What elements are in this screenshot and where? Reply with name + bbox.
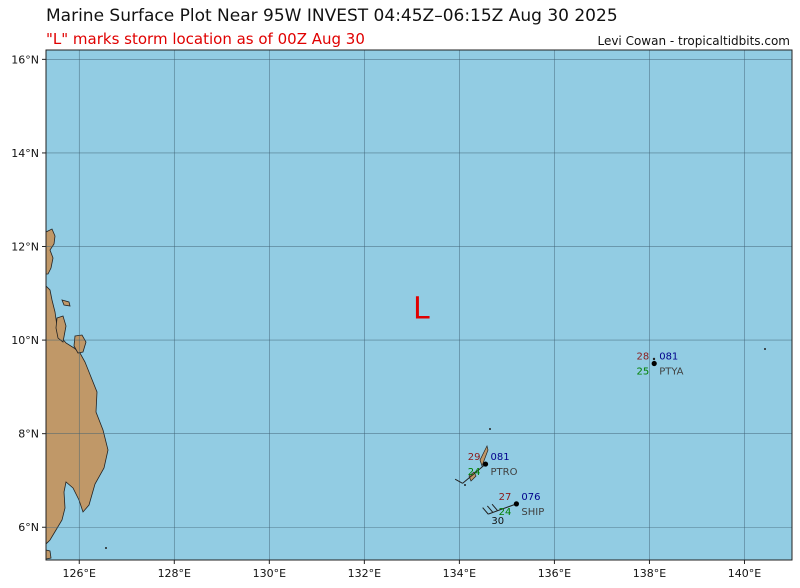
station-temperature: 28: [636, 351, 649, 362]
palau-island: [479, 444, 489, 468]
wind-barb: [482, 507, 489, 515]
storm-location-marker: L: [413, 291, 430, 326]
wind-barb-staff: [488, 503, 517, 515]
island: [46, 549, 52, 560]
wind-barb: [486, 505, 494, 513]
island: [55, 315, 67, 343]
lon-tick-label: 130°E: [253, 567, 286, 580]
station-pressure: 081: [491, 452, 510, 463]
mindanao-landmass: [46, 228, 56, 275]
station-pressure: 081: [659, 351, 678, 362]
atoll: [489, 428, 491, 430]
ocean-area: [46, 50, 792, 560]
wind-barb-staff: [462, 463, 486, 484]
lat-tick-label: 12°N: [11, 241, 39, 254]
lat-tick-label: 10°N: [11, 334, 39, 347]
wind-barb: [454, 478, 463, 484]
credit-text: Levi Cowan - tropicaltidbits.com: [597, 34, 790, 48]
station-ptro: 29 24 081 PTRO: [454, 452, 518, 484]
map-title: Marine Surface Plot Near 95W INVEST 04:4…: [46, 6, 618, 26]
map-frame: [45, 49, 793, 561]
station-ship: 27 24 076 SHIP 30: [482, 492, 544, 527]
palau-island: [468, 471, 477, 482]
lon-tick-label: 140°E: [728, 567, 761, 580]
station-ptya: 28 25 081 PTYA: [636, 351, 683, 377]
station-temperature: 29: [468, 452, 481, 463]
lat-tick-label: 8°N: [18, 428, 39, 441]
station-id: SHIP: [521, 507, 544, 518]
station-pressure: 076: [521, 492, 540, 503]
wind-barb: [491, 503, 498, 512]
station-wind-speed: 30: [491, 516, 504, 527]
station-layer: 28 25 081 PTYA 29 24 081 PTRO 27 24 076 SHIP 30: [454, 351, 684, 527]
map-subtitle: "L" marks storm location as of 00Z Aug 3…: [46, 30, 365, 48]
station-id: PTYA: [659, 366, 683, 377]
station-dot: [513, 501, 520, 507]
lat-tick-label: 6°N: [18, 521, 39, 534]
atoll: [764, 348, 766, 350]
station-dot: [482, 461, 489, 467]
lon-tick-label: 134°E: [443, 567, 476, 580]
station-dot: [651, 360, 657, 367]
lon-tick-label: 132°E: [348, 567, 381, 580]
station-id: PTRO: [491, 467, 518, 478]
grid-lines: [46, 50, 792, 560]
station-dewpoint: 24: [468, 467, 481, 478]
lat-tick-label: 16°N: [11, 53, 39, 66]
lon-tick-label: 136°E: [538, 567, 571, 580]
station-dewpoint: 25: [636, 366, 649, 377]
atoll: [464, 484, 466, 486]
island: [73, 334, 87, 354]
lon-tick-label: 128°E: [158, 567, 191, 580]
atoll: [105, 547, 107, 549]
island: [61, 299, 71, 307]
axis-ticks: 126°E 128°E 130°E 132°E 134°E 136°E 138°E 140°E…: [11, 53, 761, 580]
station-dewpoint: 24: [499, 507, 512, 518]
lon-tick-label: 126°E: [63, 567, 96, 580]
atoll: [652, 357, 656, 361]
station-temperature: 27: [499, 492, 512, 503]
land-layer: [46, 228, 766, 560]
lon-tick-label: 138°E: [633, 567, 666, 580]
lat-tick-label: 14°N: [11, 147, 39, 160]
